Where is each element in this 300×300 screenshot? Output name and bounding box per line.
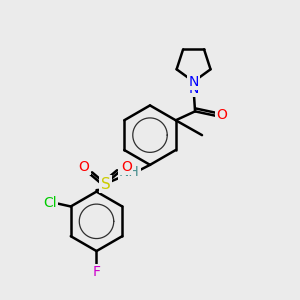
Text: O: O (122, 160, 132, 174)
Text: O: O (79, 160, 89, 174)
Text: F: F (92, 266, 101, 280)
Text: NH: NH (119, 165, 140, 179)
Text: Cl: Cl (43, 196, 57, 210)
Text: N: N (188, 82, 199, 96)
Text: N: N (188, 75, 199, 88)
Text: S: S (100, 177, 110, 192)
Text: O: O (216, 108, 227, 122)
